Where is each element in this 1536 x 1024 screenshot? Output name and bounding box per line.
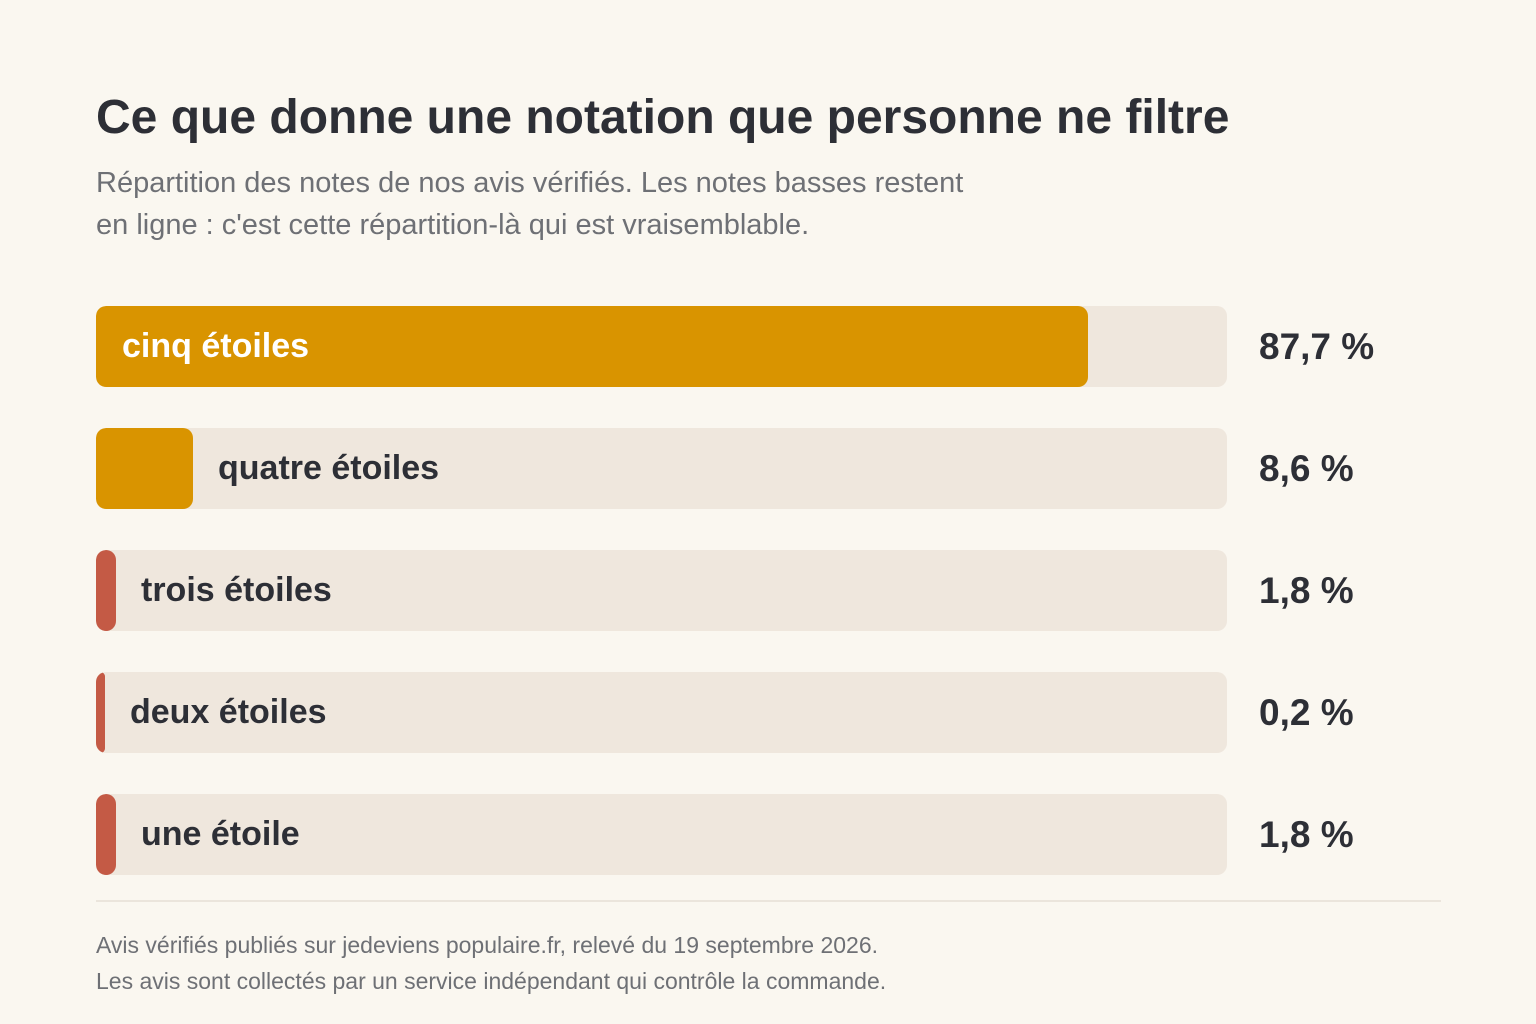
source-note: Avis vérifiés publiés sur jedeviens popu… <box>96 932 879 958</box>
subtitle-line-2: en ligne : c'est cette répartition-là qu… <box>96 209 810 241</box>
bar-label-two-stars: deux étoiles <box>130 693 327 731</box>
method-note: Les avis sont collectés par un service i… <box>96 968 887 994</box>
bar-label-three-stars: trois étoiles <box>141 571 332 609</box>
value-label-one-star: 1,8 % <box>1259 814 1354 855</box>
chart-subtitle: Répartition des notes de nos avis vérifi… <box>96 162 1076 246</box>
bar-track-two-stars <box>96 672 1227 753</box>
bar-three-stars <box>96 550 116 631</box>
chart-title: Ce que donne une notation que personne n… <box>96 91 1230 144</box>
footer-divider <box>96 900 1441 902</box>
bar-two-stars <box>96 672 105 753</box>
subtitle-line-1: Répartition des notes de nos avis vérifi… <box>96 167 964 199</box>
bar-row-one-star: une étoile 1,8 % <box>96 794 1436 875</box>
bar-one-star <box>96 794 116 875</box>
chart-footer: Avis vérifiés publiés sur jedeviens popu… <box>96 927 886 999</box>
value-label-three-stars: 1,8 % <box>1259 570 1354 611</box>
bar-label-one-star: une étoile <box>141 815 300 853</box>
bar-track-three-stars <box>96 550 1227 631</box>
value-label-five-stars: 87,7 % <box>1259 326 1375 367</box>
bar-label-four-stars: quatre étoiles <box>218 449 440 487</box>
value-label-four-stars: 8,6 % <box>1259 448 1354 489</box>
bar-row-four-stars: quatre étoiles 8,6 % <box>96 428 1436 509</box>
bar-track-four-stars <box>96 428 1227 509</box>
bar-track-five-stars <box>96 306 1227 387</box>
bar-four-stars <box>96 428 193 509</box>
bar-five-stars <box>96 306 1088 387</box>
value-label-two-stars: 0,2 % <box>1259 692 1354 733</box>
bar-row-five-stars: cinq étoiles 87,7 % <box>96 306 1436 387</box>
bar-track-one-star <box>96 794 1227 875</box>
bar-label-five-stars: cinq étoiles <box>122 327 310 365</box>
bar-row-three-stars: trois étoiles 1,8 % <box>96 550 1436 631</box>
bar-row-two-stars: deux étoiles 0,2 % <box>96 672 1436 753</box>
